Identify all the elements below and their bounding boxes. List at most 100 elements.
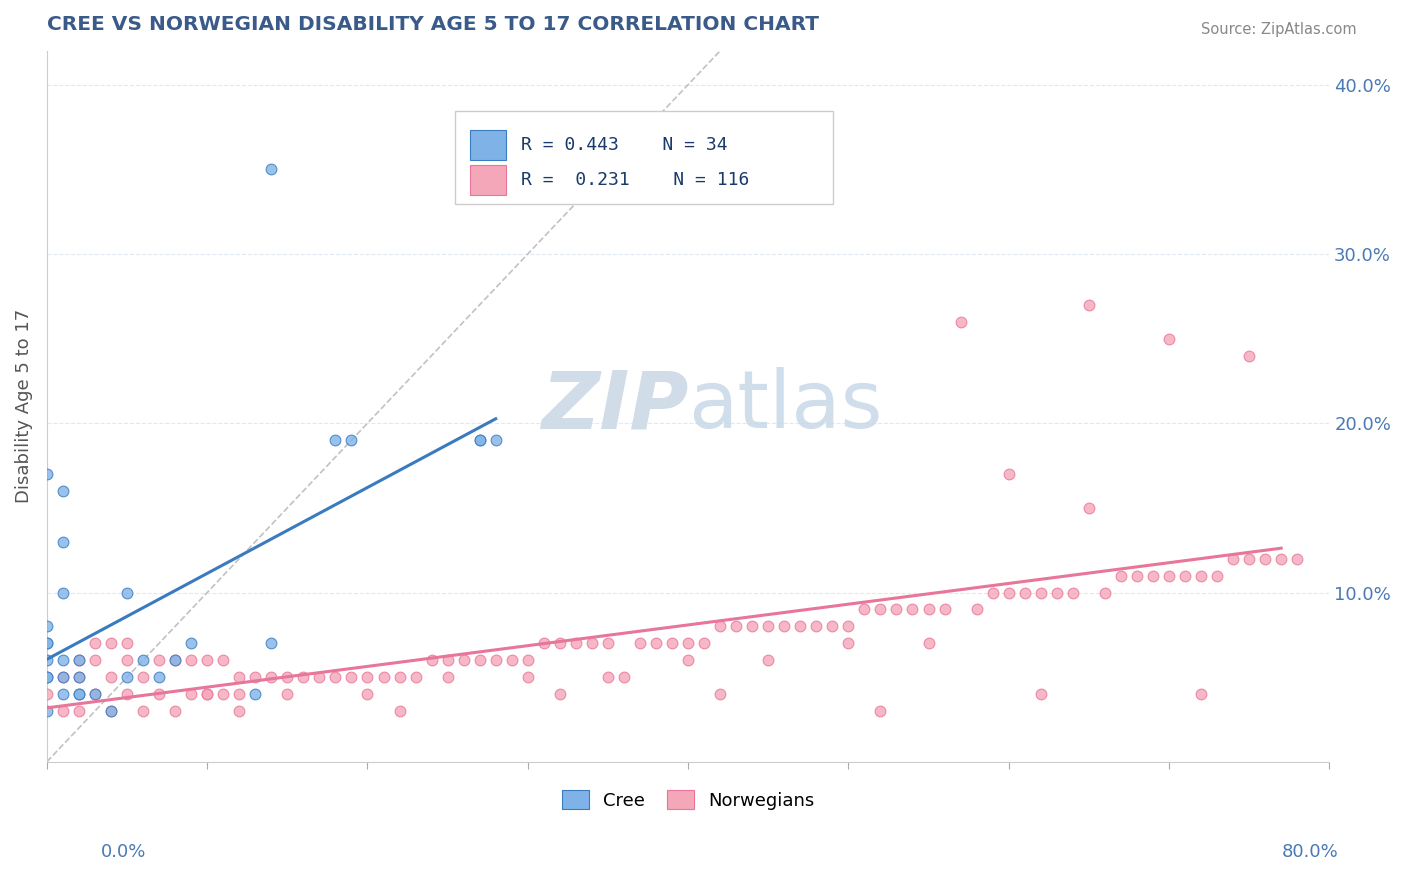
Point bbox=[837, 619, 859, 633]
Point bbox=[100, 670, 122, 684]
Point bbox=[468, 433, 491, 447]
Point bbox=[1126, 568, 1149, 582]
Point bbox=[789, 619, 811, 633]
Point bbox=[52, 704, 75, 718]
Bar bbox=[470, 129, 506, 160]
Point bbox=[741, 619, 763, 633]
Point bbox=[84, 636, 107, 650]
Point bbox=[35, 670, 58, 684]
Point bbox=[997, 467, 1019, 481]
Point bbox=[453, 653, 475, 667]
Point bbox=[67, 653, 90, 667]
Point bbox=[533, 636, 555, 650]
Point bbox=[1157, 332, 1180, 346]
Point bbox=[212, 653, 235, 667]
Point bbox=[84, 687, 107, 701]
Point bbox=[1237, 551, 1260, 566]
Point bbox=[485, 653, 508, 667]
Point bbox=[52, 670, 75, 684]
Point bbox=[228, 687, 250, 701]
Point bbox=[1174, 568, 1197, 582]
Point bbox=[1286, 551, 1309, 566]
Point bbox=[949, 315, 972, 329]
Point bbox=[340, 433, 363, 447]
Point bbox=[1014, 585, 1036, 599]
Point bbox=[52, 483, 75, 498]
Point bbox=[1189, 687, 1212, 701]
Point bbox=[148, 687, 170, 701]
Point bbox=[67, 653, 90, 667]
Point bbox=[115, 585, 138, 599]
Point bbox=[501, 653, 523, 667]
Point bbox=[52, 534, 75, 549]
Point bbox=[581, 636, 603, 650]
Point bbox=[325, 670, 347, 684]
Point bbox=[195, 687, 218, 701]
Point bbox=[548, 636, 571, 650]
Point bbox=[756, 619, 779, 633]
Point bbox=[934, 602, 956, 616]
Point bbox=[516, 670, 538, 684]
Text: CREE VS NORWEGIAN DISABILITY AGE 5 TO 17 CORRELATION CHART: CREE VS NORWEGIAN DISABILITY AGE 5 TO 17… bbox=[46, 15, 818, 34]
Point bbox=[821, 619, 844, 633]
Point bbox=[35, 670, 58, 684]
Y-axis label: Disability Age 5 to 17: Disability Age 5 to 17 bbox=[15, 310, 32, 503]
Point bbox=[35, 704, 58, 718]
Point bbox=[773, 619, 796, 633]
Point bbox=[292, 670, 315, 684]
Point bbox=[1237, 349, 1260, 363]
Point bbox=[115, 687, 138, 701]
Point bbox=[516, 653, 538, 667]
Point bbox=[356, 687, 378, 701]
Point bbox=[388, 670, 411, 684]
Point bbox=[165, 653, 187, 667]
Text: R =  0.231    N = 116: R = 0.231 N = 116 bbox=[522, 171, 749, 189]
Point bbox=[180, 687, 202, 701]
Point bbox=[84, 687, 107, 701]
Point bbox=[436, 653, 458, 667]
Point bbox=[100, 704, 122, 718]
Point bbox=[1046, 585, 1069, 599]
Point bbox=[709, 619, 731, 633]
Text: Source: ZipAtlas.com: Source: ZipAtlas.com bbox=[1201, 22, 1357, 37]
Point bbox=[165, 653, 187, 667]
Point bbox=[260, 670, 283, 684]
Point bbox=[373, 670, 395, 684]
Point bbox=[725, 619, 748, 633]
Point bbox=[420, 653, 443, 667]
Point bbox=[1157, 568, 1180, 582]
Point bbox=[115, 670, 138, 684]
Point bbox=[35, 636, 58, 650]
Point bbox=[613, 670, 636, 684]
Point bbox=[132, 704, 155, 718]
Point bbox=[661, 636, 683, 650]
Point bbox=[340, 670, 363, 684]
Point bbox=[468, 433, 491, 447]
Point bbox=[596, 670, 619, 684]
Point bbox=[966, 602, 988, 616]
Point bbox=[565, 636, 588, 650]
Point bbox=[869, 704, 891, 718]
Text: R = 0.443    N = 34: R = 0.443 N = 34 bbox=[522, 136, 728, 153]
Point bbox=[67, 670, 90, 684]
Point bbox=[35, 467, 58, 481]
FancyBboxPatch shape bbox=[454, 112, 832, 203]
Point bbox=[917, 636, 939, 650]
Point bbox=[276, 670, 298, 684]
Point bbox=[325, 433, 347, 447]
Point bbox=[67, 670, 90, 684]
Point bbox=[276, 687, 298, 701]
Point bbox=[180, 653, 202, 667]
Point bbox=[693, 636, 716, 650]
Point bbox=[148, 670, 170, 684]
Point bbox=[676, 653, 699, 667]
Point bbox=[436, 670, 458, 684]
Point bbox=[1029, 585, 1052, 599]
Point bbox=[35, 687, 58, 701]
Point bbox=[84, 653, 107, 667]
Point bbox=[756, 653, 779, 667]
Point bbox=[67, 687, 90, 701]
Point bbox=[132, 670, 155, 684]
Text: ZIP: ZIP bbox=[541, 368, 688, 445]
Point bbox=[596, 636, 619, 650]
